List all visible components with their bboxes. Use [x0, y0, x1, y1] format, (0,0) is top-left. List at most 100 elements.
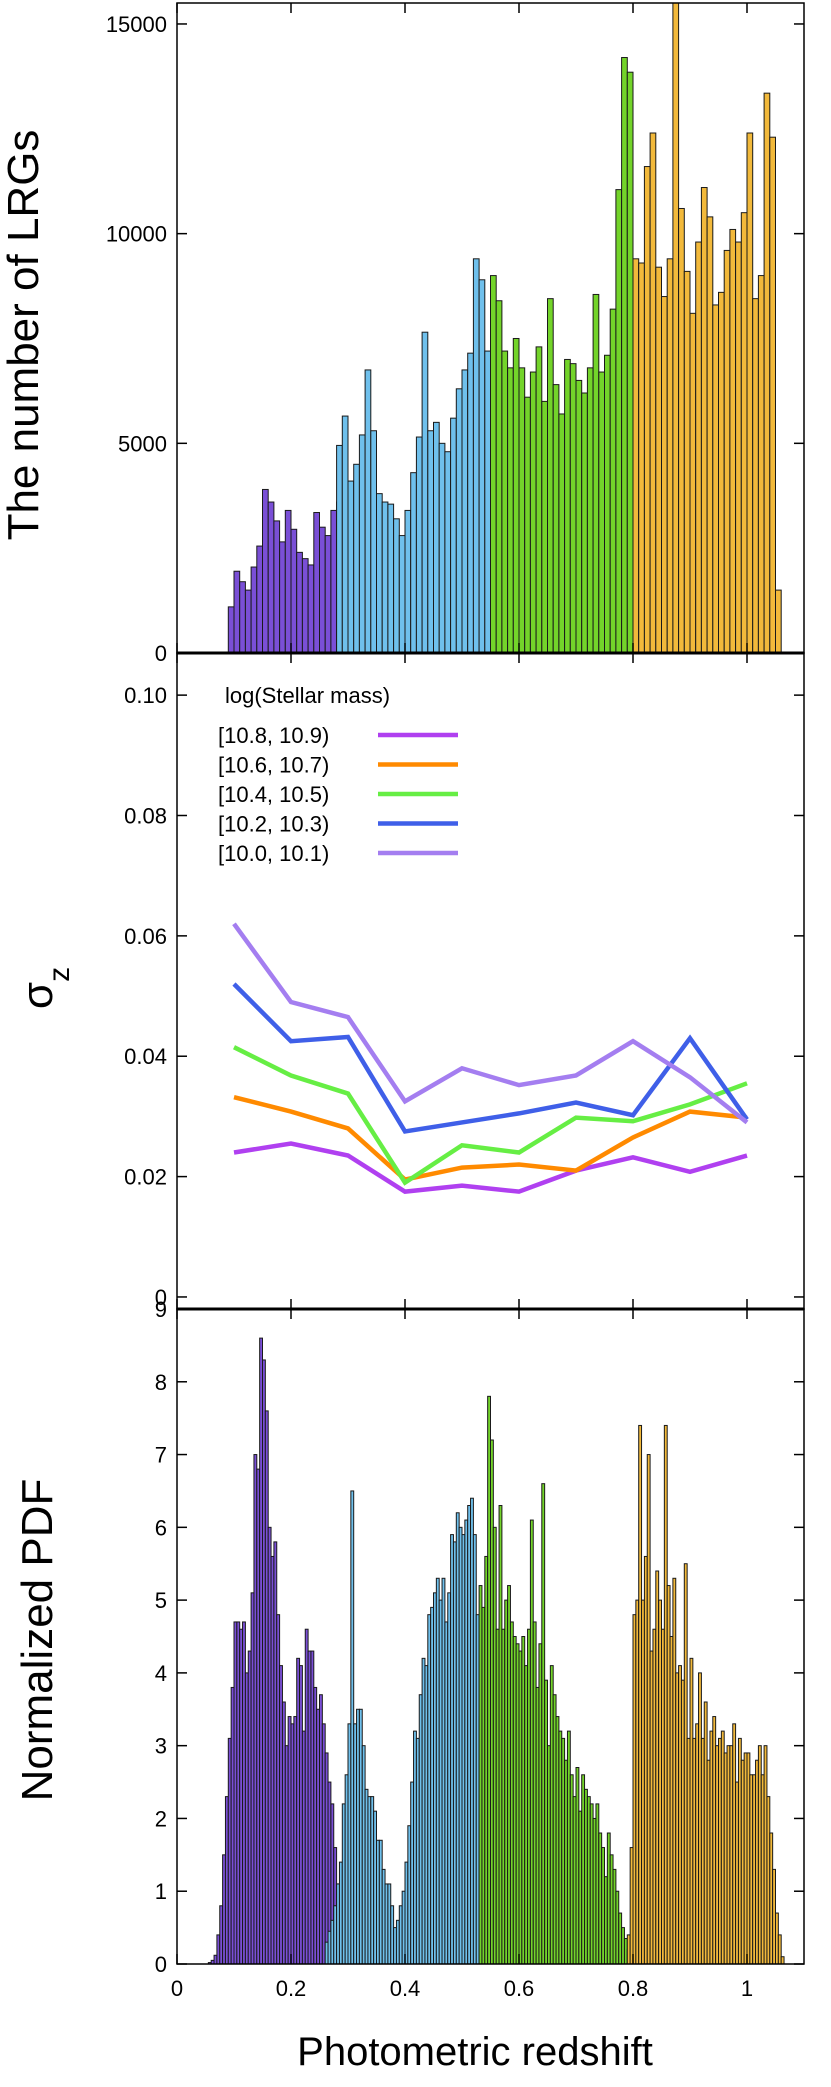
sigma-y-tick-label: 0.06: [124, 924, 167, 949]
lrg-count-bar-orange: [740, 212, 748, 654]
lrg-count-bar-orange: [735, 241, 742, 654]
sigma-z-line-10-8-10-9: [233, 1141, 748, 1194]
lrg-count-bar-blue: [455, 388, 463, 654]
lrg-count-bar-orange: [683, 270, 691, 654]
lrg-count-bar-orange: [718, 291, 725, 654]
lrg-count-bar-orange: [763, 92, 771, 654]
sigma-z-line-10-2-10-3: [232, 982, 749, 1134]
lrg-count-bar-orange: [678, 207, 685, 654]
lrg-count-bar-green: [615, 189, 623, 654]
panel-lrg-counts: 0 5000 10000 15000 The number of LRGs: [0, 2, 804, 666]
x-tick-label: 0: [171, 1976, 183, 2001]
lrg-count-bar-blue: [438, 442, 446, 654]
lrg-count-bar-orange: [666, 258, 674, 654]
lrg-count-bar-green: [529, 371, 537, 654]
lrg-count-y-ticks: 0 5000 10000 15000: [106, 12, 804, 666]
lrg-count-bar-green: [586, 367, 594, 654]
legend-label: [10.2, 10.3): [218, 812, 329, 837]
sigma-z-line-10-0-10-1: [232, 922, 749, 1125]
lrg-count-bar-green: [547, 298, 554, 654]
lrg-count-bar-purple: [262, 488, 269, 654]
lrg-count-bar-blue: [450, 417, 457, 654]
lrg-count-bar-orange: [638, 262, 645, 654]
lrg-count-bar-purple: [256, 545, 263, 654]
pdf-y-tick-label: 8: [155, 1370, 167, 1395]
lrg-count-bar-purple: [244, 589, 252, 654]
lrg-count-bar-blue: [376, 493, 383, 654]
lrg-count-bar-orange: [643, 166, 651, 654]
lrg-count-bar-blue: [347, 480, 355, 654]
pdf-y-tick-label: 3: [155, 1734, 167, 1759]
lrg-count-bars: [227, 2, 782, 654]
lrg-count-bar-purple: [250, 566, 258, 654]
lrg-count-bar-green: [558, 413, 566, 654]
lrg-count-bar-purple: [267, 501, 275, 654]
sigma-y-tick-label: 0.02: [124, 1165, 167, 1190]
lrg-count-bar-green: [552, 384, 560, 654]
lrg-count-bar-orange: [695, 241, 702, 654]
lrg-count-bar-orange: [649, 132, 657, 654]
lrg-count-bar-green: [490, 275, 497, 654]
lrg-count-bar-blue: [387, 503, 395, 654]
lrg-count-bar-purple: [307, 564, 315, 654]
lrg-count-bar-blue: [336, 444, 343, 654]
lrg-count-bar-orange: [655, 266, 662, 654]
pdf-y-tick-label: 4: [155, 1661, 167, 1686]
lrg-count-bar-green: [541, 400, 548, 654]
lrg-count-bar-blue: [444, 451, 452, 654]
lrg-count-bar-blue: [433, 421, 440, 654]
lrg-count-bar-blue: [358, 434, 366, 654]
lrg-count-bar-green: [598, 371, 605, 654]
lrg-count-bar-green: [518, 367, 526, 654]
pdf-y-label: Normalized PDF: [13, 1479, 62, 1802]
lrg-count-bar-blue: [478, 279, 486, 654]
x-tick-label: 0.4: [390, 1976, 421, 2001]
legend-title: log(Stellar mass): [225, 683, 390, 708]
lrg-count-bar-orange: [706, 216, 714, 654]
legend-label: [10.0, 10.1): [218, 841, 329, 866]
lrg-count-bar-green: [507, 367, 514, 654]
lrg-count-bar-green: [501, 350, 509, 654]
lrg-count-bar-orange: [757, 275, 765, 654]
pdf-y-tick-label: 9: [155, 1297, 167, 1322]
lrg-count-bar-purple: [301, 558, 309, 654]
pdf-y-tick-label: 1: [155, 1879, 167, 1904]
lrg-count-bar-blue: [472, 258, 480, 654]
lrg-count-bar-orange: [712, 304, 719, 654]
lrg-count-bar-blue: [484, 350, 491, 654]
lrg-count-bar-green: [626, 71, 634, 654]
lrg-count-bar-purple: [296, 551, 303, 654]
sigma-y-tick-label: 0: [155, 1285, 167, 1310]
sigma-z-y-ticks: 0 0.02 0.04 0.06 0.08 0.10: [124, 683, 804, 1310]
lrg-count-bar-blue: [461, 369, 469, 654]
pdf-y-tick-label: 6: [155, 1515, 167, 1540]
lrg-count-bar-orange: [729, 228, 737, 654]
lrg-count-bar-green: [592, 293, 600, 654]
lrg-count-bar-orange: [723, 249, 731, 654]
sigma-z-legend: log(Stellar mass) [10.8, 10.9) [10.6, 10.…: [218, 683, 458, 866]
lrg-count-bar-blue: [415, 436, 423, 654]
lrg-count-bar-purple: [319, 526, 326, 654]
lrg-y-tick-label: 15000: [106, 12, 167, 37]
lrg-count-bar-purple: [227, 606, 235, 654]
sigma-y-tick-label: 0.08: [124, 803, 167, 828]
lrg-count-bar-blue: [341, 415, 349, 654]
pdf-y-tick-label: 5: [155, 1588, 167, 1613]
sigma-z-line-10-4-10-5: [232, 1045, 748, 1186]
lrg-count-bar-purple: [290, 528, 298, 654]
lrg-count-bar-purple: [330, 509, 338, 654]
lrg-count-bar-green: [535, 346, 543, 654]
lrg-count-bar-purple: [279, 541, 286, 654]
legend-label: [10.8, 10.9): [218, 723, 329, 748]
lrg-count-bar-purple: [273, 520, 281, 654]
lrg-count-bar-blue: [467, 352, 474, 654]
sigma-y-tick-label: 0.04: [124, 1044, 167, 1069]
lrg-count-bar-blue: [404, 509, 412, 654]
lrg-y-tick-label: 0: [155, 641, 167, 666]
panel-sigma-z: 0 0.02 0.04 0.06 0.08 0.10 log(Stellar mass) …: [13, 683, 804, 1310]
lrg-count-bar-green: [512, 337, 520, 654]
lrg-count-bar-orange: [769, 136, 776, 654]
lrg-count-bar-green: [564, 358, 571, 654]
lrg-count-bar-orange: [672, 2, 680, 654]
